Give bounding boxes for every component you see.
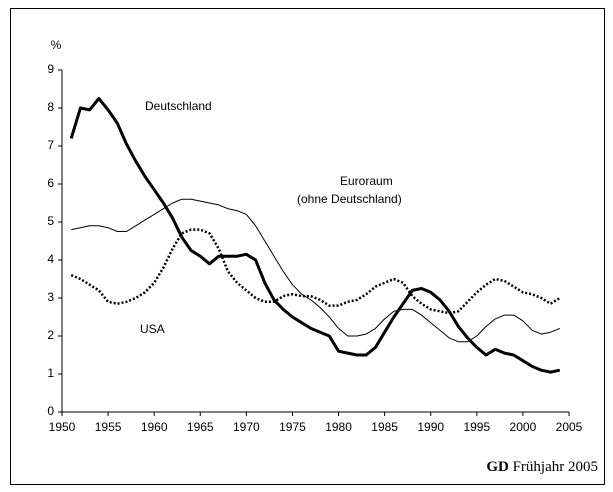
y-axis-label: %: [51, 38, 62, 52]
series-line: [69, 97, 561, 374]
x-tick-label: 2000: [510, 420, 537, 434]
x-tick-label: 1985: [371, 420, 398, 434]
series-label: Deutschland: [145, 99, 212, 113]
x-tick-label: 1980: [325, 420, 352, 434]
series-label: Euroraum: [340, 174, 393, 188]
footer: GD Frühjahr 2005: [486, 459, 598, 475]
footer-bold: GD: [486, 459, 509, 475]
y-tick-label: 6: [47, 176, 54, 190]
y-tick-label: 5: [47, 214, 54, 228]
series-sublabel: (ohne Deutschland): [297, 192, 402, 206]
y-tick-label: 2: [47, 328, 54, 342]
x-tick-label: 2005: [556, 420, 583, 434]
y-tick-label: 3: [47, 290, 54, 304]
y-tick-label: 1: [47, 366, 54, 380]
x-tick-label: 1960: [141, 420, 168, 434]
y-tick-label: 4: [47, 252, 54, 266]
y-tick-label: 8: [47, 100, 54, 114]
y-tick-label: 7: [47, 138, 54, 152]
x-tick-label: 1970: [233, 420, 260, 434]
x-tick-label: 1995: [463, 420, 490, 434]
y-tick-label: 9: [47, 62, 54, 76]
series-line: [71, 198, 560, 343]
series-line: [70, 228, 561, 315]
y-tick-label: 0: [47, 404, 54, 418]
x-tick-label: 1975: [279, 420, 306, 434]
x-tick-label: 1950: [49, 420, 76, 434]
frame: [10, 8, 605, 485]
footer-text: Frühjahr 2005: [513, 459, 598, 475]
x-tick-label: 1990: [417, 420, 444, 434]
series-label: USA: [140, 322, 165, 336]
x-tick-label: 1965: [187, 420, 214, 434]
x-tick-label: 1955: [95, 420, 122, 434]
